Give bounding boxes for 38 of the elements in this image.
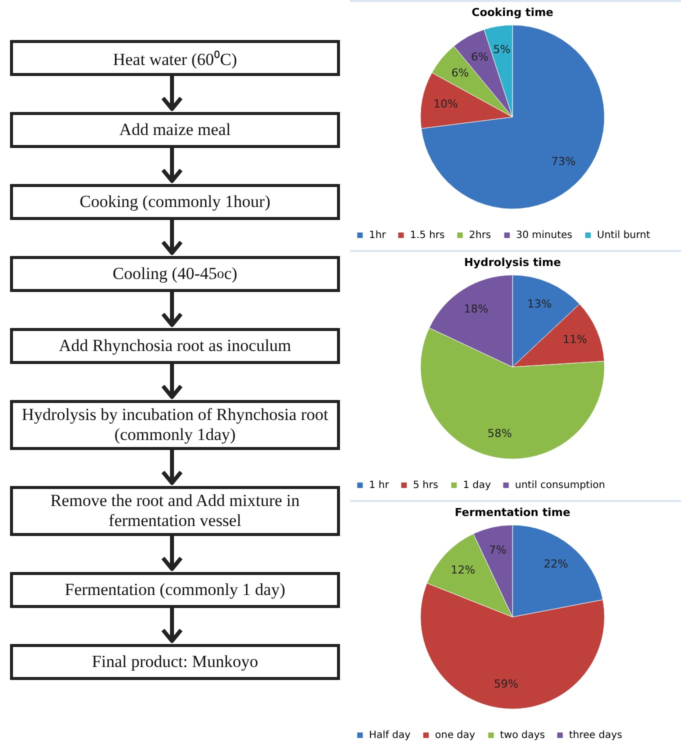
text: Final product: Munkoyo xyxy=(10,644,340,680)
data-label: 10% xyxy=(433,97,458,110)
data-label: 7% xyxy=(488,544,506,557)
legend-label: Until burnt xyxy=(597,230,650,242)
data-label: 18% xyxy=(464,302,488,316)
chart-title: Cooking time xyxy=(472,6,554,19)
data-label: 12% xyxy=(450,563,476,576)
legend-label: 5 hrs xyxy=(413,480,438,492)
text: Remove the root and Add mixture in fermentation vessel xyxy=(10,486,340,536)
legend-label: three days xyxy=(569,730,622,742)
text: Add Rhynchosia root as inoculum xyxy=(10,328,340,364)
pie-slice xyxy=(420,24,605,210)
text: Add maize meal xyxy=(10,112,340,148)
legend-label: 2hrs xyxy=(469,230,492,242)
legend-label: Half day xyxy=(369,730,411,742)
legend-label: until consumption xyxy=(515,480,606,492)
data-label: 73% xyxy=(551,154,576,168)
legend-label: 1hr xyxy=(369,230,387,242)
data-label: 59% xyxy=(494,678,518,691)
data-label: 5% xyxy=(493,42,511,56)
text: Cooking (commonly 1hour) xyxy=(10,184,340,220)
legend-label: two days xyxy=(500,730,545,742)
data-label: 22% xyxy=(544,558,568,571)
legend-label: 1 day xyxy=(463,480,492,492)
legend-label: 30 minutes xyxy=(516,230,572,242)
data-label: 6% xyxy=(471,50,488,64)
text: Heat water (60⁰C) xyxy=(10,40,340,76)
legend-label: 1 hr xyxy=(369,480,390,492)
data-label: 13% xyxy=(527,298,552,311)
chart-title: Fermentation time xyxy=(454,506,570,519)
text: Fermentation (commonly 1 day) xyxy=(10,572,340,608)
legend-label: 1.5 hrs xyxy=(410,230,445,242)
data-label: 11% xyxy=(562,332,588,346)
data-label: 6% xyxy=(451,66,469,80)
text: Hydrolysis by incubation of Rhynchosia root (commonly 1day) xyxy=(10,400,340,450)
data-label: 58% xyxy=(488,426,512,440)
legend-label: one day xyxy=(435,730,476,742)
chart-title: Hydrolysis time xyxy=(464,256,561,269)
